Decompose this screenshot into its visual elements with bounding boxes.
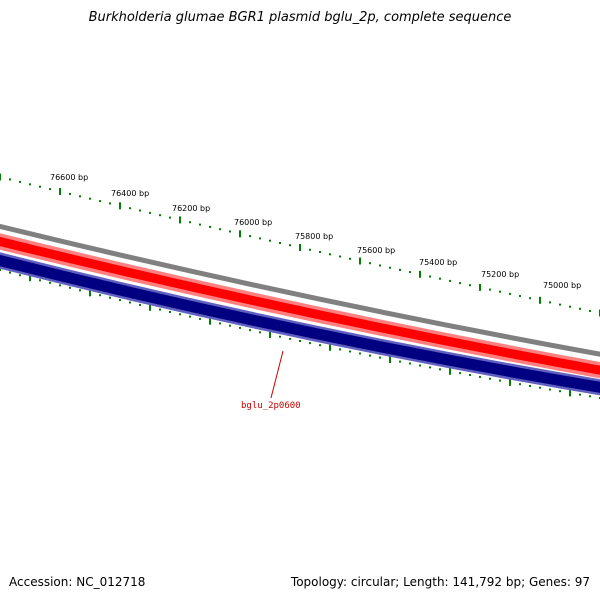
gene-label-leader [270, 350, 284, 399]
scale-label: 75400 bp [419, 258, 457, 267]
scale-label: 75800 bp [295, 232, 333, 241]
gene-label-bglu-2p0600[interactable]: bglu_2p0600 [241, 401, 301, 411]
outer-scale-ticks [0, 173, 600, 317]
summary-text: Topology: circular; Length: 141,792 bp; … [290, 575, 590, 589]
scale-label: 76600 bp [50, 173, 88, 182]
scale-label: 75200 bp [481, 270, 519, 279]
scale-label: 76400 bp [111, 189, 149, 198]
scale-label: 75600 bp [357, 246, 395, 255]
backbone-ring [0, 223, 600, 357]
map-title: Burkholderia glumae BGR1 plasmid bglu_2p… [88, 10, 512, 25]
inner-scale-ticks [0, 269, 600, 399]
scale-label: 76000 bp [234, 218, 272, 227]
scale-label: 75000 bp [543, 281, 581, 290]
forward-strand-gene-core [0, 236, 600, 375]
scale-labels: 76600 bp 76400 bp 76200 bp 76000 bp 7580… [50, 173, 581, 290]
scale-label: 76200 bp [172, 204, 210, 213]
accession-text: Accession: NC_012718 [9, 575, 146, 589]
reverse-strand-gene-core [0, 254, 600, 393]
